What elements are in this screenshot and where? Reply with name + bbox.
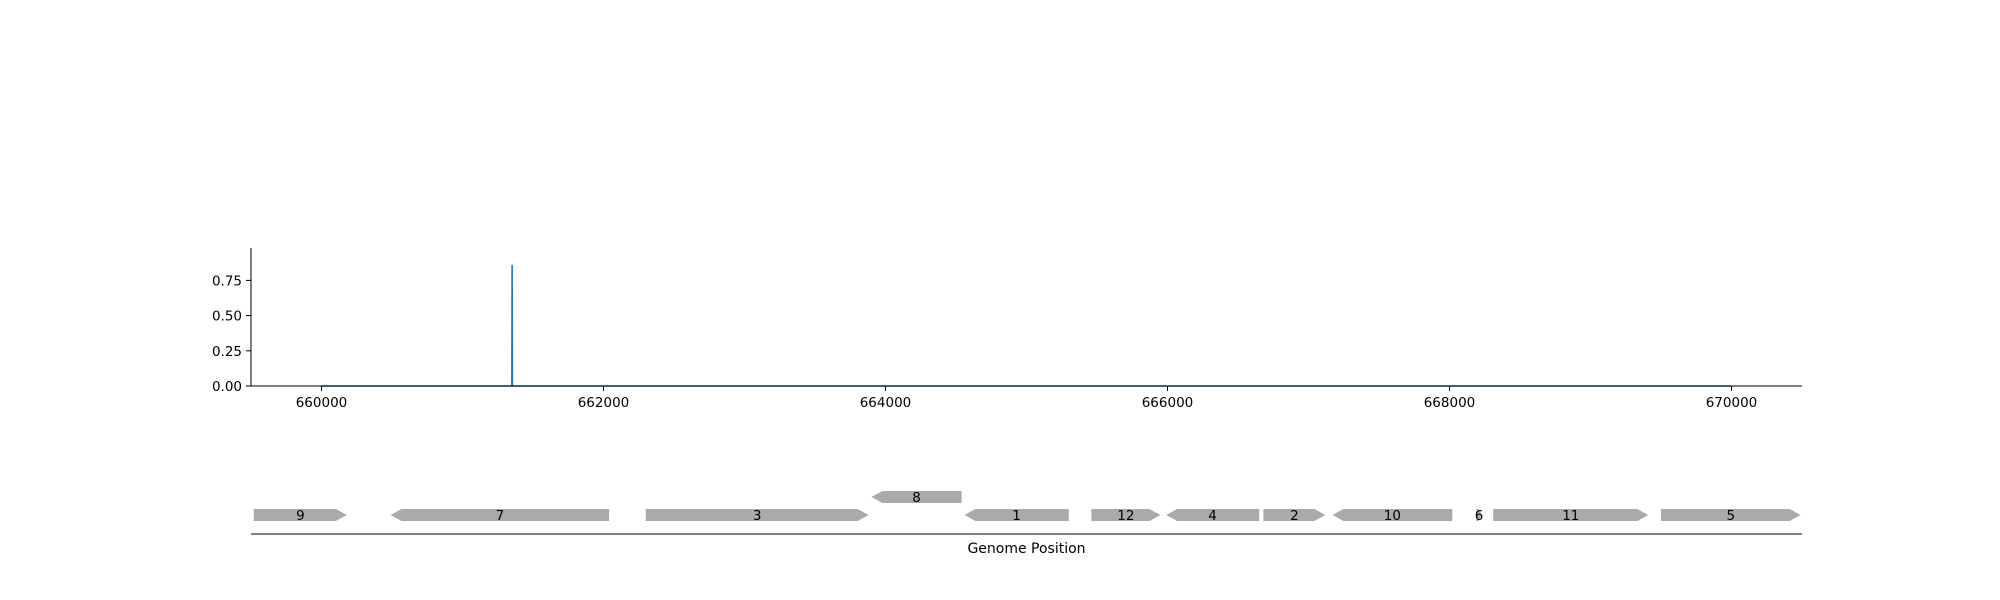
x-axis-title: Genome Position (967, 541, 1085, 557)
gene-arrow (871, 491, 962, 503)
x-tick-label: 666000 (1142, 395, 1194, 411)
gene-label: 10 (1384, 508, 1401, 524)
gene-arrow (1091, 509, 1161, 521)
x-tick-label: 668000 (1424, 395, 1476, 411)
x-tick-label: 664000 (860, 395, 912, 411)
x-axis-ticks: 660000 662000 664000 666000 668000 670000 (296, 386, 1758, 411)
gene-arrow (1661, 509, 1801, 521)
gene-label: 12 (1117, 508, 1134, 524)
gene-label: 11 (1562, 508, 1579, 524)
gene-label: 9 (296, 508, 305, 524)
gene-label: 7 (496, 508, 505, 524)
coverage-series-line (321, 264, 1732, 387)
x-tick-label: 670000 (1706, 395, 1758, 411)
gene-label: 5 (1727, 508, 1736, 524)
gene-label: 4 (1208, 508, 1217, 524)
gene-label: 1 (1012, 508, 1021, 524)
gene-arrow (964, 509, 1069, 521)
gene-arrow (1476, 509, 1482, 521)
gene-track-panel: 9 7 3 8 1 12 4 2 10 6 11 5 Genome Position (251, 490, 1802, 557)
gene-arrow (645, 509, 869, 521)
y-tick-label: 0.75 (212, 273, 242, 289)
gene-arrow (390, 509, 610, 521)
gene-label: 6 (1475, 508, 1484, 524)
gene-label: 3 (753, 508, 762, 524)
gene-arrow (253, 509, 347, 521)
y-axis-ticks: 0.00 0.25 0.50 0.75 (212, 273, 251, 395)
gene-arrow (1332, 509, 1453, 521)
x-tick-label: 662000 (578, 395, 630, 411)
y-tick-label: 0.00 (212, 379, 242, 395)
gene-label: 2 (1290, 508, 1299, 524)
gene-arrow (1166, 509, 1260, 521)
gene-arrow (1493, 509, 1649, 521)
coverage-panel: 0.00 0.25 0.50 0.75 660000 662000 664000 66600… (212, 248, 1802, 411)
gene-features: 9 7 3 8 1 12 4 2 10 6 11 5 (253, 490, 1801, 524)
y-tick-label: 0.50 (212, 309, 242, 325)
x-tick-label: 660000 (296, 395, 348, 411)
y-tick-label: 0.25 (212, 344, 242, 360)
gene-arrow (1263, 509, 1326, 521)
gene-label: 8 (912, 490, 921, 506)
